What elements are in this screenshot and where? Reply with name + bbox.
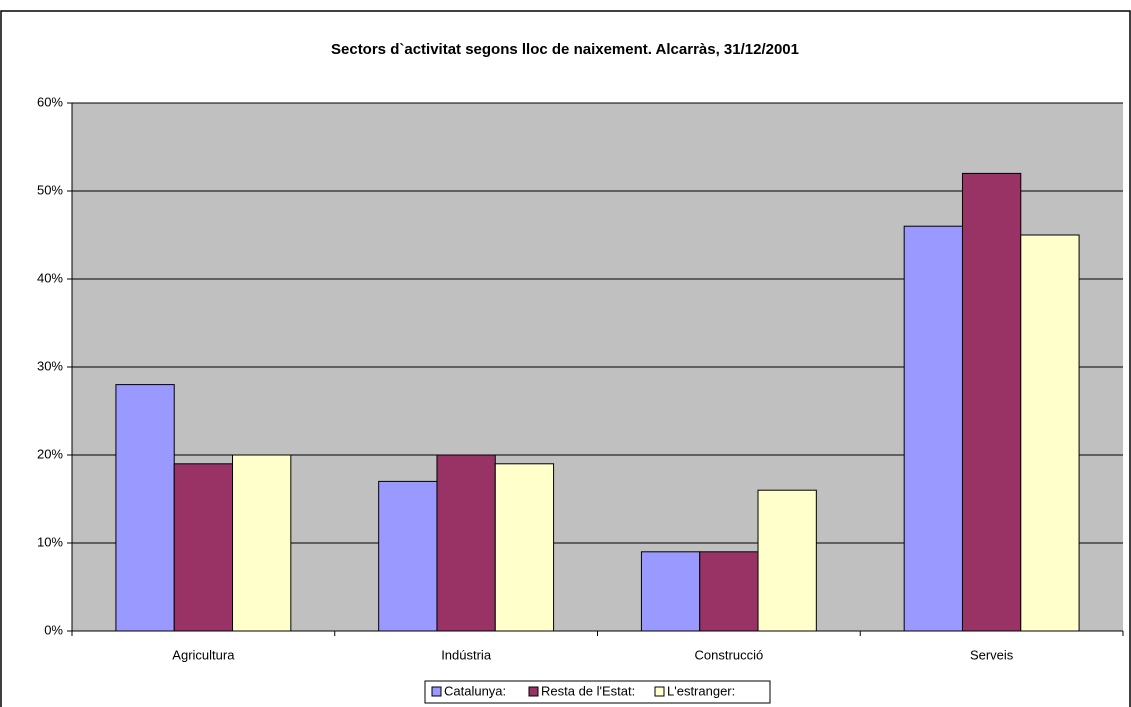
bar [494,463,555,632]
bar [115,384,175,632]
x-tick-label: Indústria [441,647,492,662]
legend-label: L'estranger: [667,683,735,698]
y-tick-label: 30% [37,358,63,373]
x-tick-label: Serveis [970,647,1014,662]
bar [1020,234,1080,632]
legend-swatch [528,686,539,697]
bar [232,454,292,632]
legend-swatch [654,686,665,697]
bar [757,489,817,632]
y-tick-label: 0% [44,622,63,637]
x-tick-label: Construcció [695,647,764,662]
bar [378,480,438,632]
legend-label: Resta de l'Estat: [541,683,635,698]
y-tick-label: 60% [37,94,63,109]
x-tick-label: Agricultura [172,647,235,662]
bar [961,172,1022,632]
bar [640,551,701,632]
legend-box [424,680,771,704]
bar [173,463,234,632]
bar [699,551,759,632]
y-tick-label: 10% [37,534,63,549]
y-tick-label: 40% [37,270,63,285]
bar [436,454,496,632]
legend-label: Catalunya: [444,683,506,698]
bar [903,225,963,632]
y-tick-label: 20% [37,446,63,461]
chart-title: Sectors d`activitat segons lloc de naixe… [331,41,799,58]
legend-swatch [431,686,442,697]
y-tick-label: 50% [37,182,63,197]
